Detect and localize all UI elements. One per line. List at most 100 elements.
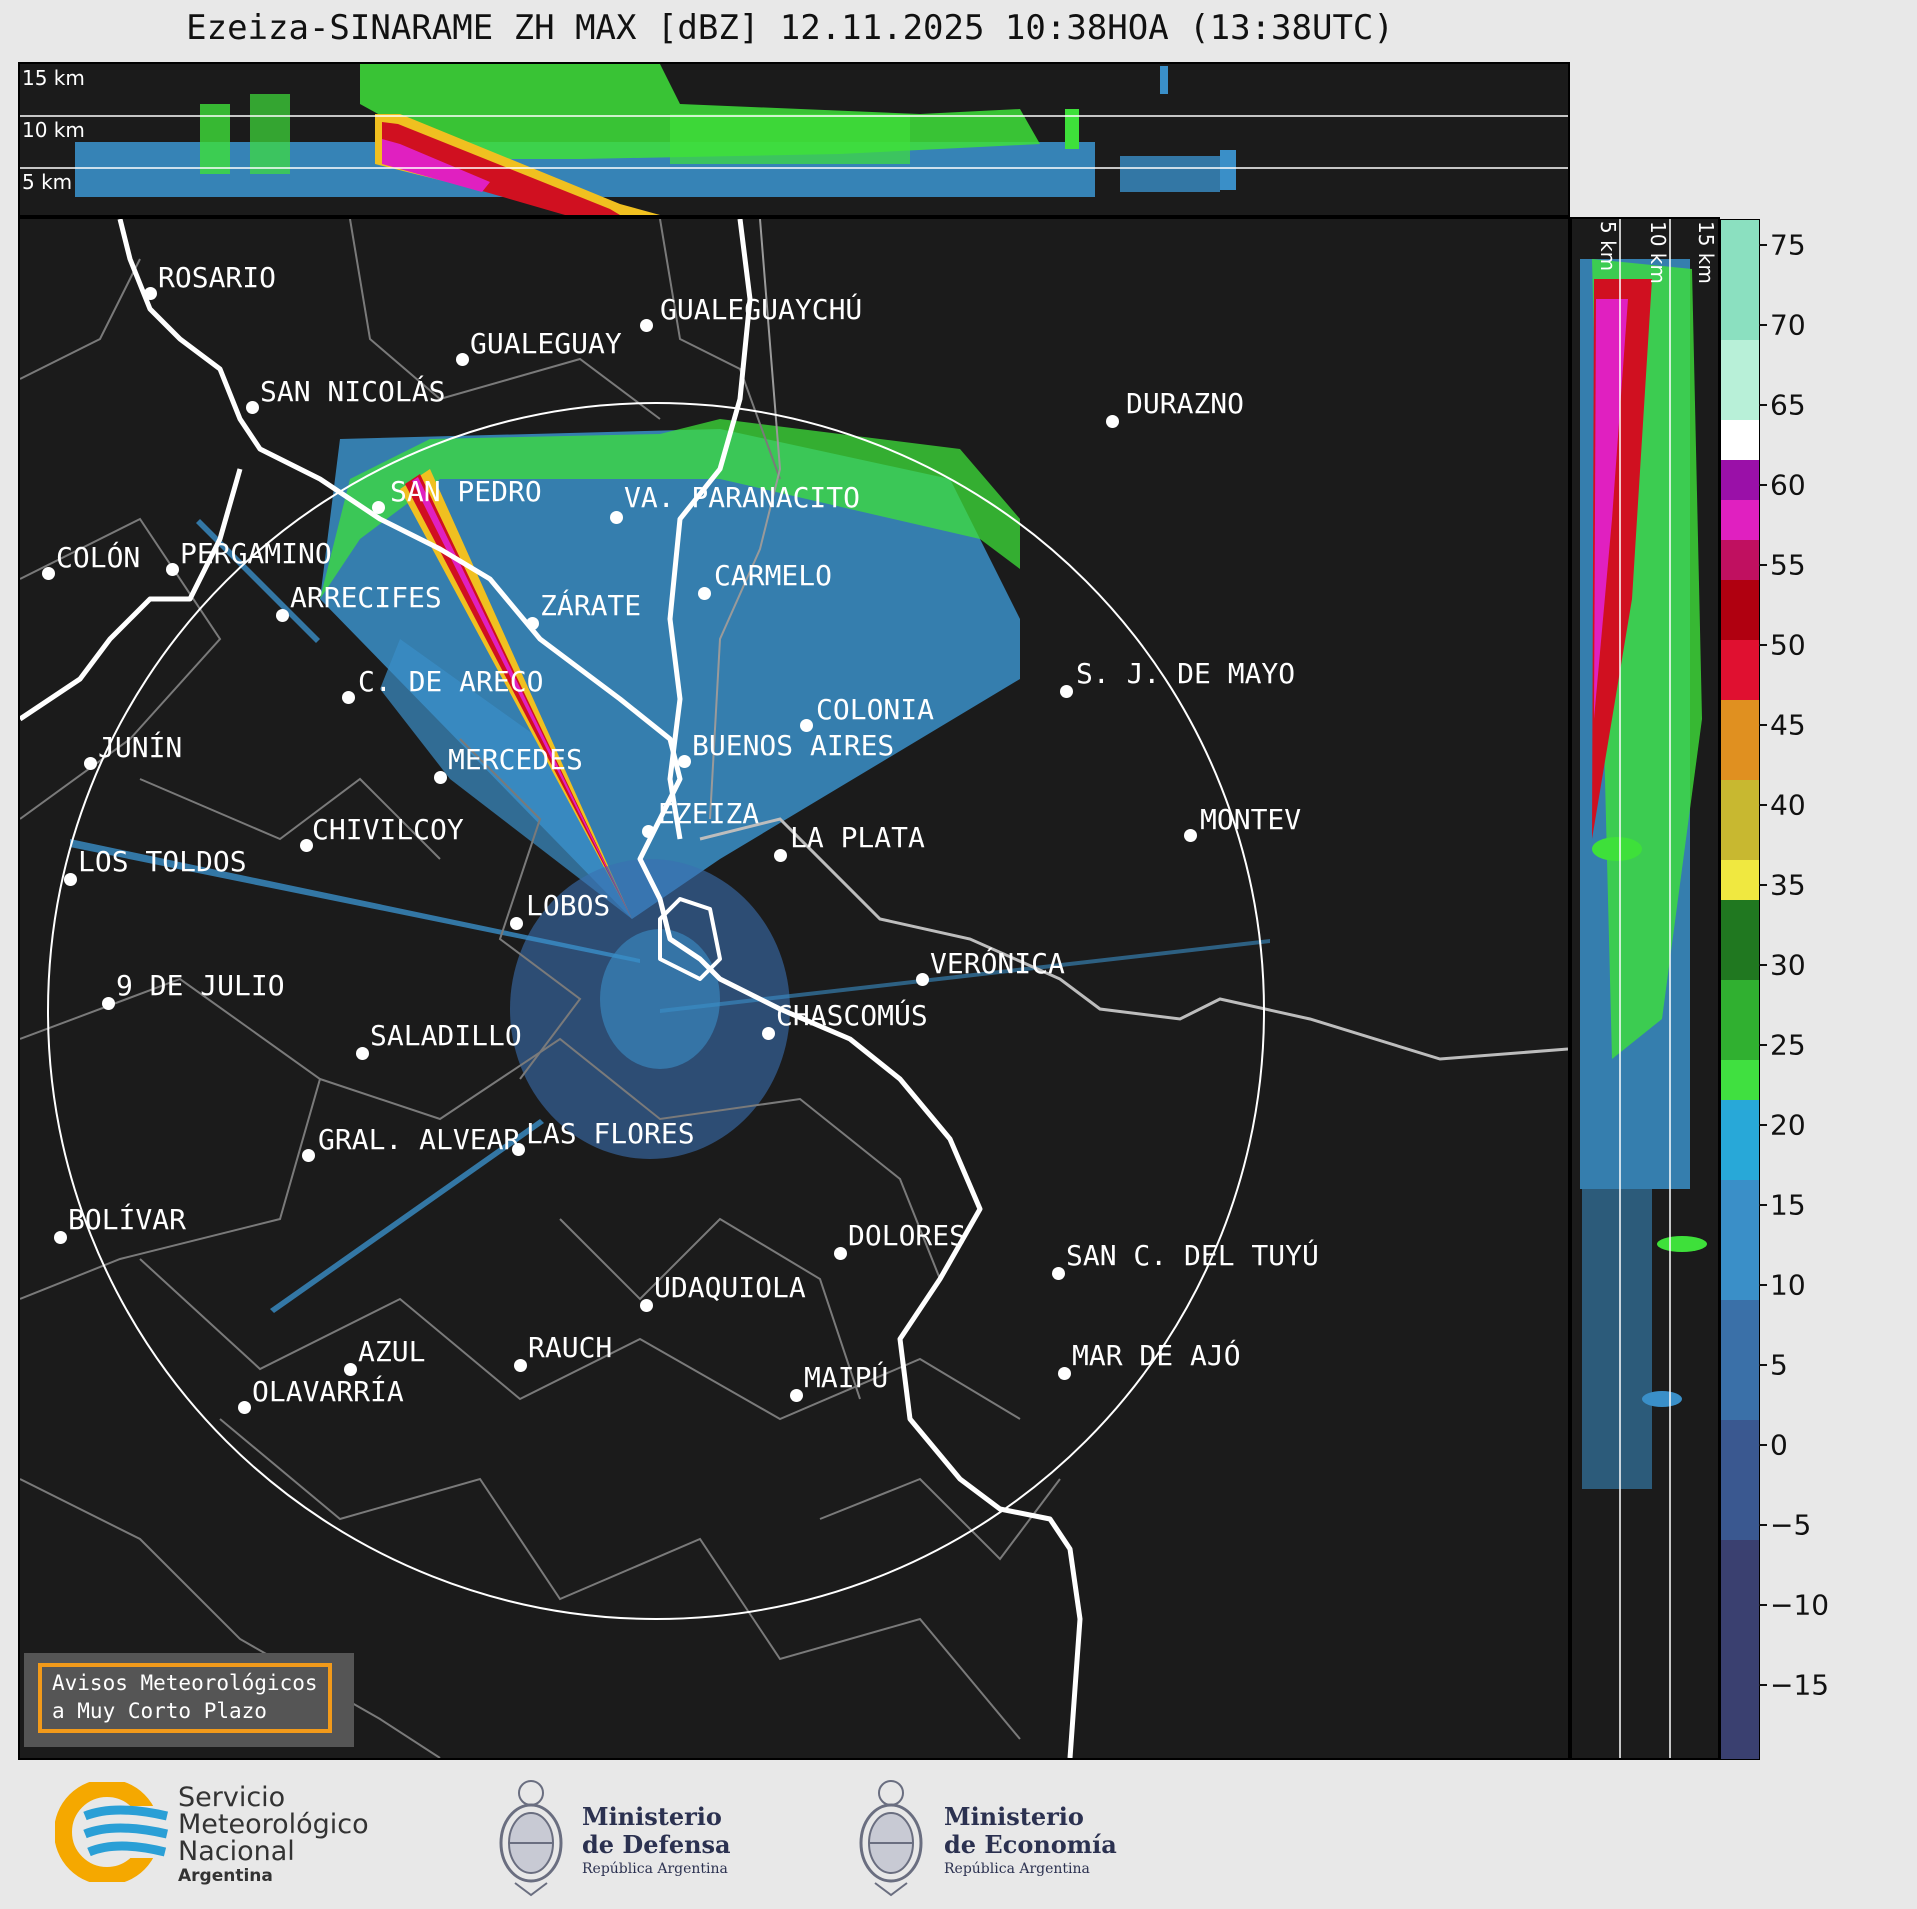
city-marker [166, 563, 179, 576]
city-label: CARMELO [714, 559, 833, 592]
city-marker [1060, 685, 1073, 698]
city-marker [64, 873, 77, 886]
colorbar-tick: 75 [1770, 228, 1806, 262]
city-label: OLAVARRÍA [252, 1375, 404, 1408]
colorbar-tick: 40 [1770, 788, 1806, 822]
city-label: LA PLATA [790, 821, 925, 854]
economia-logo-line3: República Argentina [944, 1861, 1090, 1877]
colorbar-tick: −15 [1770, 1668, 1830, 1702]
city-marker [698, 587, 711, 600]
city-label: S. J. DE MAYO [1076, 657, 1296, 690]
city-marker [372, 501, 385, 514]
colorbar-tick: 55 [1770, 548, 1806, 582]
height-label-5km: 5 km [22, 170, 73, 194]
colorbar-tick: 65 [1770, 388, 1806, 422]
city-marker [1052, 1267, 1065, 1280]
colorbar-tick: 15 [1770, 1188, 1806, 1222]
city-label: SAN NICOLÁS [260, 375, 446, 408]
colorbar-tick: 20 [1770, 1108, 1806, 1142]
city-label: GRAL. ALVEAR [318, 1123, 521, 1156]
economia-logo-line1: Ministerio [944, 1802, 1084, 1831]
colorbar-tick: 30 [1770, 948, 1806, 982]
radar-site-marker [642, 825, 655, 838]
city-marker [512, 1143, 525, 1156]
radar-map-panel[interactable]: ROSARIO GUALEGUAYCHÚ GUALEGUAY SAN NICOL… [18, 217, 1570, 1760]
city-label: 9 DE JULIO [116, 969, 285, 1002]
city-label: C. DE ARECO [358, 665, 544, 698]
top-cross-section-panel: 15 km 10 km 5 km [18, 62, 1570, 217]
defensa-logo-line2: de Defensa [582, 1830, 731, 1859]
city-marker [356, 1047, 369, 1060]
city-marker [300, 839, 313, 852]
city-label: DOLORES [848, 1219, 967, 1252]
city-label: VERÓNICA [930, 947, 1065, 980]
colorbar-tick: 60 [1770, 468, 1806, 502]
avisos-line2: a Muy Corto Plazo [52, 1699, 267, 1723]
city-label: GUALEGUAY [470, 327, 622, 360]
city-marker [276, 609, 289, 622]
city-marker [762, 1027, 775, 1040]
height-label-15km: 15 km [22, 66, 85, 90]
city-label: MONTEV [1200, 803, 1302, 836]
city-marker [774, 849, 787, 862]
city-marker [1184, 829, 1197, 842]
city-label: AZUL [358, 1335, 426, 1368]
city-marker [1058, 1367, 1071, 1380]
city-marker [526, 617, 539, 630]
city-label: ROSARIO [158, 261, 277, 294]
city-label: MAR DE AJÓ [1072, 1339, 1241, 1372]
city-marker [916, 973, 929, 986]
city-marker [302, 1149, 315, 1162]
avisos-line1: Avisos Meteorológicos [52, 1671, 318, 1695]
dbz-colorbar [1720, 219, 1760, 1760]
chart-title: Ezeiza-SINARAME ZH MAX [dBZ] 12.11.2025 … [186, 8, 1394, 48]
city-marker [456, 353, 469, 366]
city-marker [510, 917, 523, 930]
city-label: SAN PEDRO [390, 475, 542, 508]
avisos-box[interactable]: Avisos Meteorológicos a Muy Corto Plazo [24, 1653, 354, 1747]
city-marker [102, 997, 115, 1010]
city-label: MAIPÚ [804, 1361, 889, 1394]
city-label: BOLÍVAR [68, 1203, 187, 1236]
defensa-logo-line1: Ministerio [582, 1802, 722, 1831]
city-label: CHASCOMÚS [776, 999, 928, 1032]
city-label: JUNÍN [98, 731, 183, 764]
radar-site-label: EZEIZA [658, 797, 760, 830]
city-marker [610, 511, 623, 524]
colorbar-tick: 45 [1770, 708, 1806, 742]
city-marker [800, 719, 813, 732]
radar-map [20, 219, 1568, 1758]
city-marker [1106, 415, 1119, 428]
smn-logo-line1: Servicio [178, 1782, 286, 1813]
colorbar-tick: 10 [1770, 1268, 1806, 1302]
city-label: COLONIA [816, 693, 935, 726]
smn-logo-line2: Meteorológico [178, 1809, 369, 1840]
city-label: CHIVILCOY [312, 813, 464, 846]
city-marker [790, 1389, 803, 1402]
city-marker [54, 1231, 67, 1244]
city-label: BUENOS AIRES [692, 729, 895, 762]
height-label-5km: 5 km [1596, 221, 1620, 272]
smn-logo-icon [55, 1782, 175, 1882]
city-label: ZÁRATE [540, 589, 642, 622]
city-label: ARRECIFES [290, 581, 442, 614]
city-marker [344, 1363, 357, 1376]
city-label: SAN C. DEL TUYÚ [1066, 1239, 1319, 1272]
city-marker [342, 691, 355, 704]
smn-logo-line4: Argentina [178, 1866, 273, 1886]
defensa-logo-line3: República Argentina [582, 1861, 728, 1877]
side-cross-section-panel: 5 km 10 km 15 km [1570, 217, 1720, 1760]
city-label: VA. PARANACITO [624, 481, 861, 514]
height-label-10km: 10 km [22, 118, 85, 142]
city-label: LAS FLORES [526, 1117, 695, 1150]
city-marker [144, 287, 157, 300]
colorbar-tick: 50 [1770, 628, 1806, 662]
city-marker [246, 401, 259, 414]
height-label-10km: 10 km [1646, 221, 1670, 284]
city-marker [84, 757, 97, 770]
colorbar-tick: 70 [1770, 308, 1806, 342]
height-label-15km: 15 km [1694, 221, 1718, 284]
colorbar-tick: 25 [1770, 1028, 1806, 1062]
city-label: LOS TOLDOS [78, 845, 247, 878]
colorbar-tick: −10 [1770, 1588, 1830, 1622]
